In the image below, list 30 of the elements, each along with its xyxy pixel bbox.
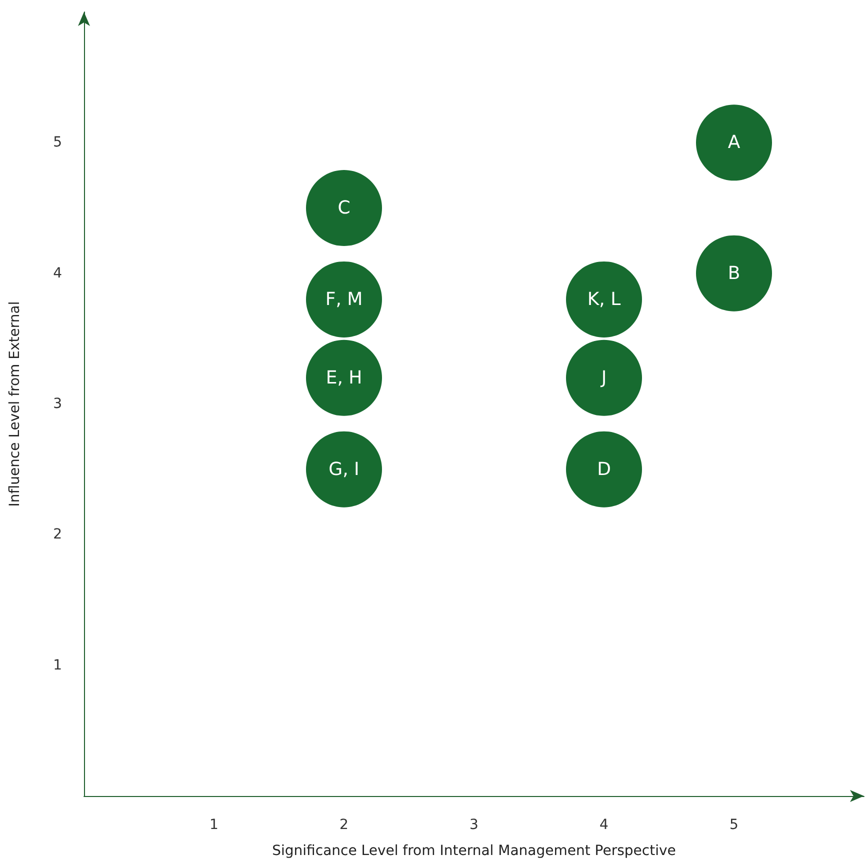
data-label: D <box>597 458 611 480</box>
data-label: A <box>728 132 741 154</box>
x-tick-label: 1 <box>210 817 218 833</box>
point <box>566 431 642 508</box>
point <box>566 340 642 416</box>
data-label: K, L <box>587 288 621 310</box>
point <box>306 170 382 246</box>
data-label: C <box>338 198 350 218</box>
point <box>306 431 382 508</box>
y-axis-title: Influence Level from External <box>7 301 23 507</box>
data-label: B <box>728 262 740 284</box>
data-label: F, M <box>325 288 363 310</box>
data-label: G, I <box>328 458 360 480</box>
point <box>566 261 642 338</box>
x-axis-title: Significance Level from Internal Management Perspective <box>272 843 676 859</box>
data-label: E, H <box>326 367 362 388</box>
point <box>696 235 772 312</box>
y-tick-label: 4 <box>53 265 62 282</box>
y-tick-label: 3 <box>53 396 62 412</box>
y-tick-label: 5 <box>53 134 62 151</box>
x-tick-label: 3 <box>470 817 478 833</box>
y-tick-label: 2 <box>53 526 62 543</box>
x-tick-label: 5 <box>730 817 738 833</box>
x-tick-label: 4 <box>600 817 609 833</box>
x-tick-label: 2 <box>340 817 348 833</box>
data-label: J <box>600 367 607 388</box>
y-tick-label: 1 <box>53 657 62 674</box>
point <box>696 104 772 181</box>
point <box>306 340 382 416</box>
point <box>306 261 382 338</box>
